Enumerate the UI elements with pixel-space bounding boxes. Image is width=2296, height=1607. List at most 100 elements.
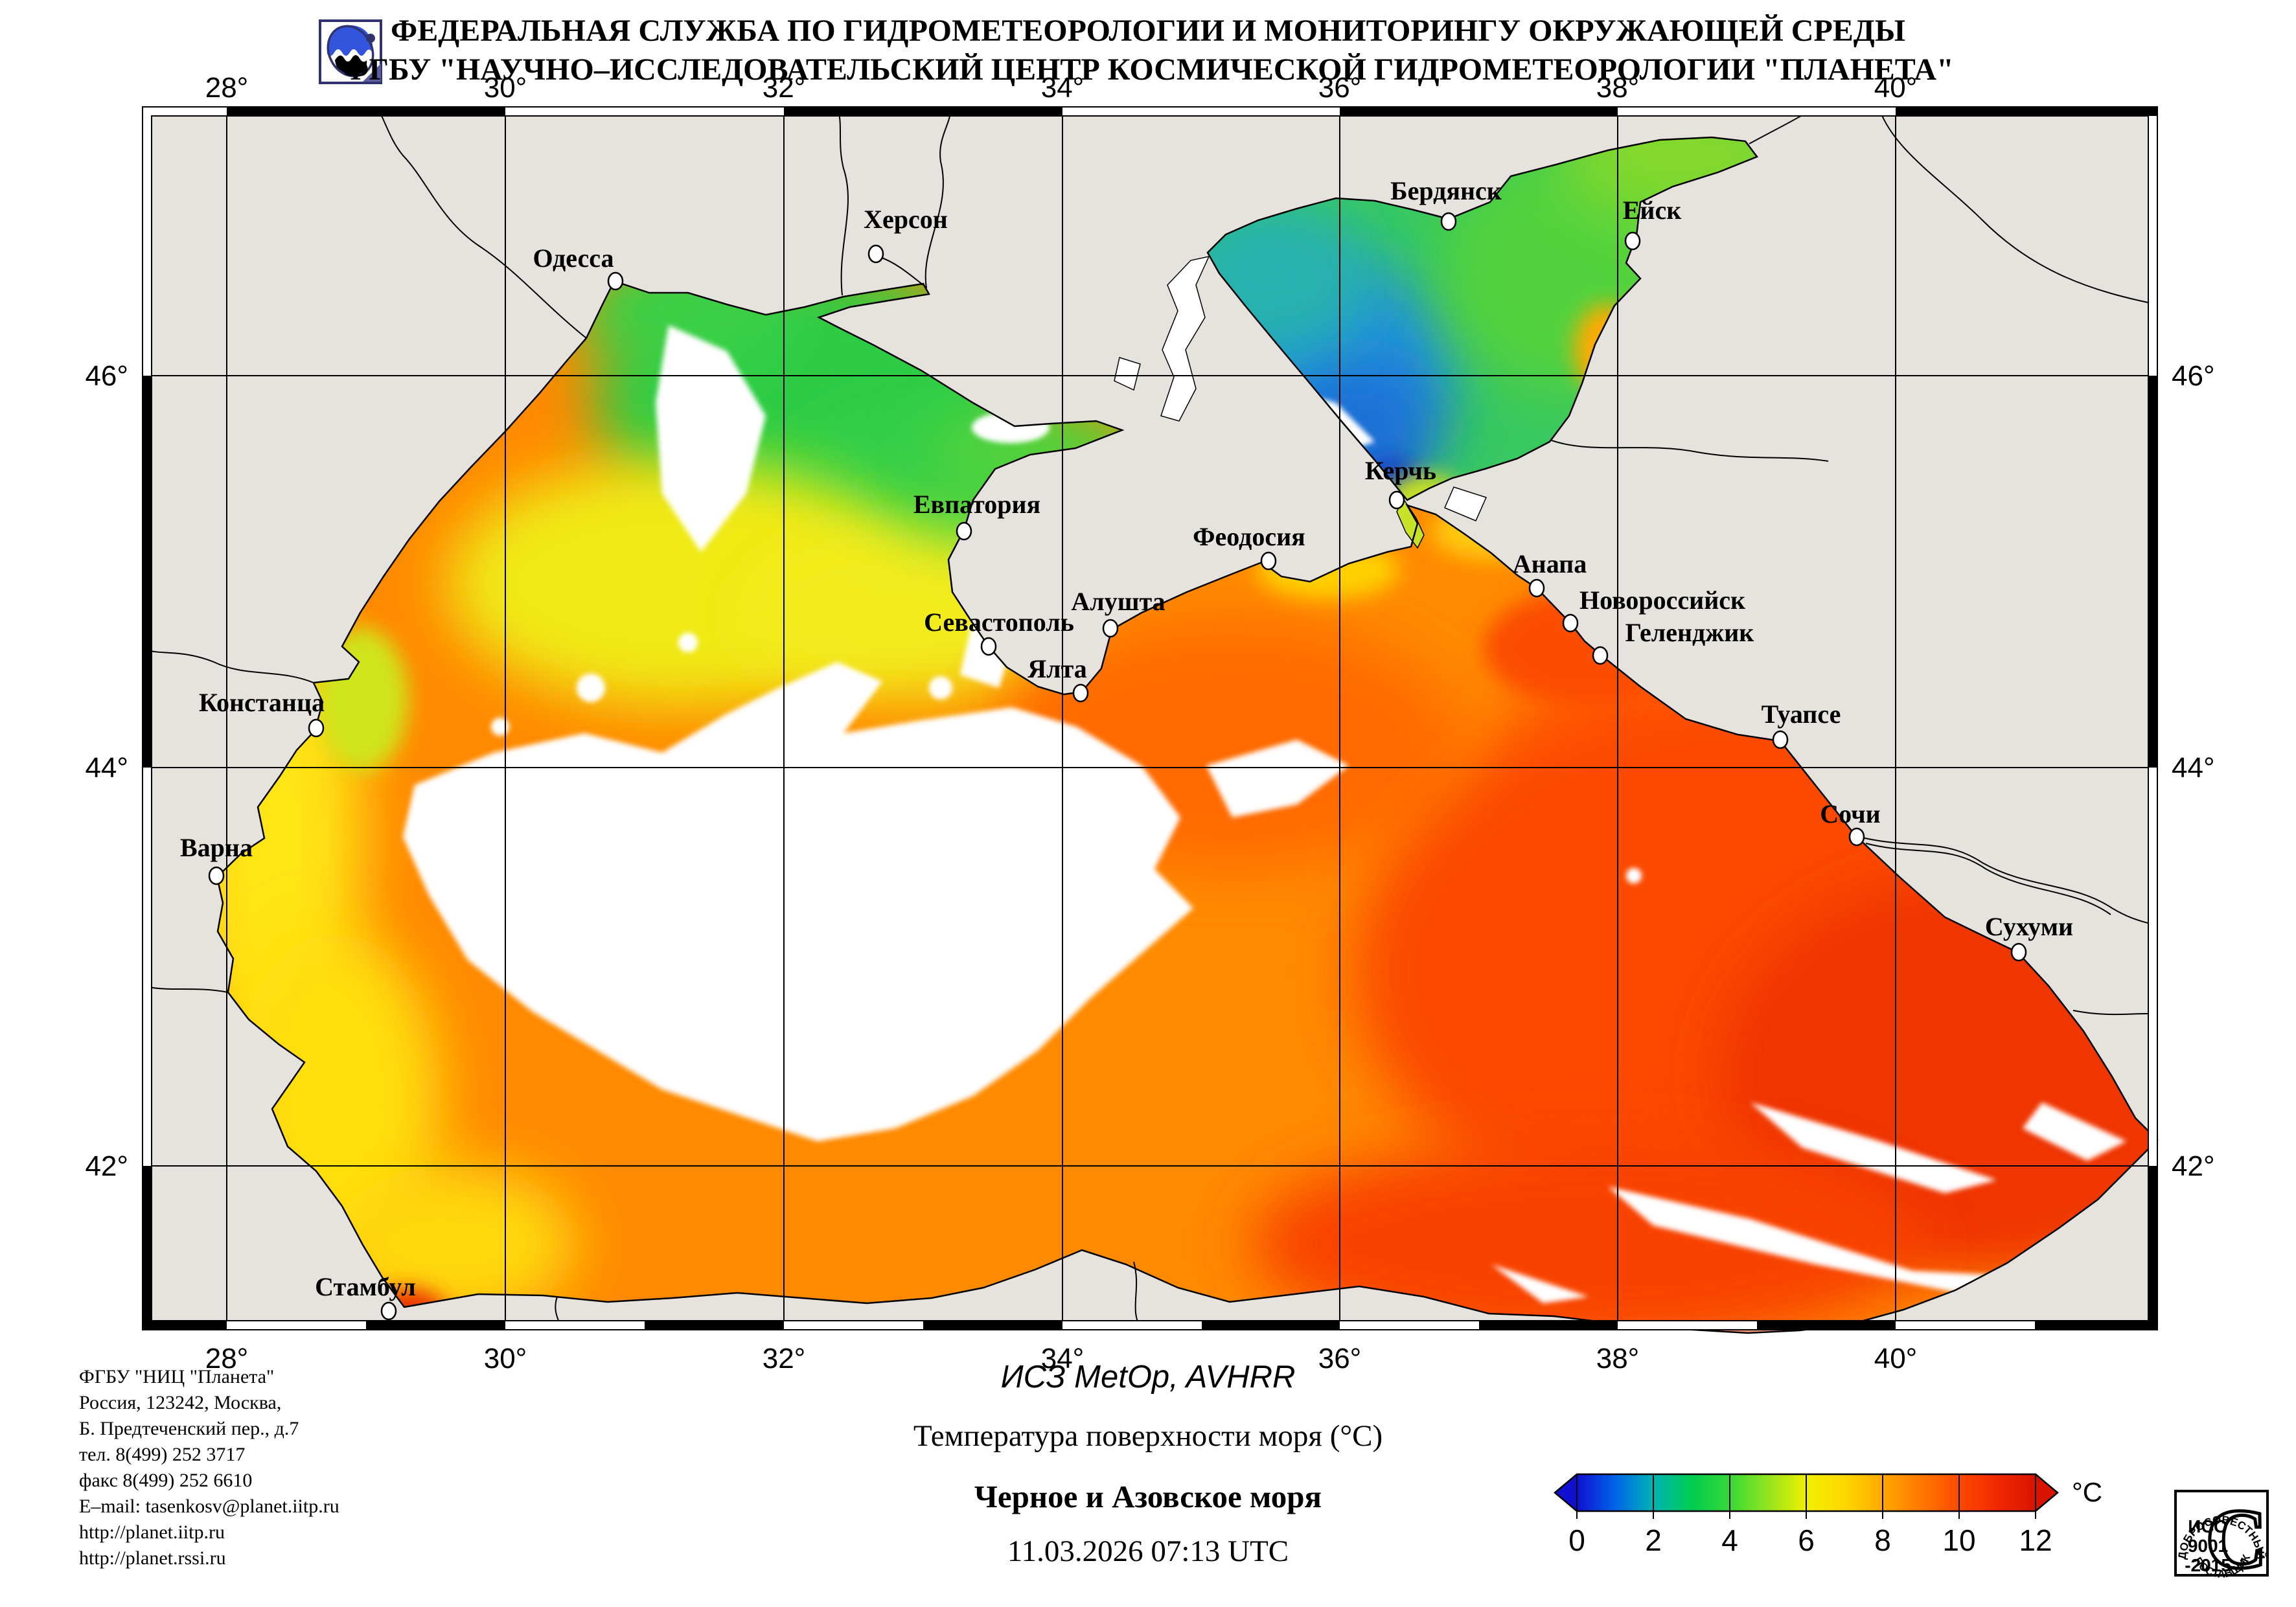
colorbar-right-arrow [2036, 1474, 2058, 1511]
city-label: Севастополь [924, 608, 1074, 637]
lon-label-top: 40° [1874, 72, 1918, 104]
footer-product-line: Температура поверхности моря (°C) [913, 1419, 1383, 1453]
city-label: Новороссийск [1579, 586, 1745, 615]
city-label: Алушта [1071, 587, 1165, 616]
org-address-line: Б. Предтеченский пер., д.7 [79, 1418, 299, 1439]
river-or-border-line [142, 648, 314, 683]
frame-black-segment-bottom [143, 1321, 227, 1330]
colorbar-unit-label: °C [2072, 1477, 2102, 1507]
river-or-border-line [878, 256, 924, 286]
colorbar-tick-label: 2 [1645, 1523, 1662, 1557]
graticule [143, 107, 2157, 1330]
river-or-border-line [1865, 843, 2111, 915]
lon-label-bottom: 38° [1596, 1343, 1640, 1374]
cloud-no-data [403, 662, 1193, 1141]
cloud-no-data [656, 325, 766, 552]
footer-region-line: Черное и Азовское моря [974, 1479, 1322, 1514]
lon-label-top: 28° [205, 72, 249, 104]
city-dot [1260, 551, 1277, 571]
lat-label-left: 42° [85, 1150, 128, 1182]
city-label: Сочи [1820, 799, 1880, 828]
city-dot [1072, 683, 1089, 703]
lat-label-left: 44° [85, 752, 128, 784]
header-title-line2: ФГБУ "НАУЧНО–ИССЛЕДОВАТЕЛЬСКИЙ ЦЕНТР КОС… [342, 52, 1954, 87]
cloud-no-data [1491, 1264, 1589, 1303]
city-label: Херсон [864, 205, 948, 234]
stamp-9001-line: 9001 [2188, 1536, 2228, 1556]
frame-black-segment-bottom [645, 1321, 784, 1330]
planeta-logo [319, 19, 382, 84]
city-label: Туапсе [1762, 700, 1841, 729]
city-dot [1562, 613, 1579, 633]
stamp-big-letter: С [2205, 1491, 2267, 1586]
colorbar-left-arrow [1555, 1474, 1577, 1511]
city-label: Евпатория [913, 490, 1040, 519]
lon-label-top: 36° [1318, 72, 1362, 104]
stamp-border [2174, 1490, 2269, 1577]
city-label: Геленджик [1625, 618, 1754, 647]
org-address-line: http://planet.iitp.ru [79, 1522, 225, 1543]
frame-black-segment-bottom [923, 1321, 1062, 1330]
frame-black-segment-top [784, 107, 1062, 116]
lon-label-bottom: 40° [1874, 1343, 1918, 1374]
city-annotations: Одесса Херсон Бердянск Ейск Керчь Евпатория Фе… [180, 176, 2073, 1321]
river-or-border-line [1878, 106, 2158, 305]
lon-label-top: 30° [484, 72, 527, 104]
org-address-line: Россия, 123242, Москва, [79, 1392, 282, 1413]
lon-label-bottom: 28° [205, 1343, 249, 1374]
city-dot [1772, 730, 1789, 749]
city-dot [308, 718, 325, 738]
frame-black-segment-bottom [366, 1321, 505, 1330]
cloud-no-data [1206, 740, 1349, 817]
colorbar-tick-label: 4 [1721, 1523, 1738, 1557]
cloud-no-data [1626, 868, 1642, 883]
frame-black-segment-bottom [1757, 1321, 1896, 1330]
lon-label-top: 32° [763, 72, 806, 104]
city-dot [380, 1301, 397, 1321]
frame-band [143, 107, 2157, 116]
black-sea-coastline [216, 280, 2159, 1334]
lon-label-bottom: 36° [1318, 1343, 1362, 1374]
cloud-no-data [960, 623, 1011, 688]
river-or-border-line [1551, 440, 1829, 462]
frame-black-segment-bottom [1479, 1321, 1618, 1330]
lon-label-top: 34° [1041, 72, 1085, 104]
colorbar-tick-label: 8 [1874, 1523, 1891, 1557]
city-label: Ейск [1623, 196, 1682, 225]
azov-coastline [1206, 136, 1758, 501]
cloud-no-data [1608, 1187, 2042, 1297]
frame-inner-line [151, 115, 2149, 1321]
frame-black-segment-right [2148, 1166, 2157, 1330]
city-label: Бердянск [1390, 176, 1502, 205]
city-label: Керчь [1365, 456, 1436, 485]
map-frame [142, 106, 2158, 1330]
lagoon [1160, 255, 1210, 422]
org-address-line: E–mail: tasenkosv@planet.iitp.ru [79, 1496, 339, 1517]
org-address-block: ФГБУ "НИЦ "Планета" Россия, 123242, Москв… [79, 1364, 339, 1571]
frame-black-segment-right [2148, 376, 2157, 768]
lon-label-bottom: 34° [1041, 1343, 1085, 1374]
frame-black-segment-top [1340, 107, 1618, 116]
frame-black-segment-top [227, 107, 505, 116]
frame-black-segment-bottom [1202, 1321, 1340, 1330]
city-label: Варна [180, 833, 253, 862]
header-title-line1: ФЕДЕРАЛЬНАЯ СЛУЖБА ПО ГИДРОМЕТЕОРОЛОГИИ … [391, 14, 1905, 48]
city-dot [956, 521, 972, 541]
cloud-no-data [678, 633, 698, 652]
frame-black-segment-bottom [2035, 1321, 2157, 1330]
org-address-line: факс 8(499) 252 6610 [79, 1470, 253, 1491]
frame-outer-line [142, 106, 2158, 1330]
colorbar-tick-label: 10 [1942, 1523, 1975, 1557]
lagoon [1444, 486, 1487, 521]
logo-satellite-dot [366, 34, 375, 43]
frame-black-segment-top [1896, 107, 2157, 116]
city-label: Констанца [199, 688, 325, 717]
cloud-no-data [577, 674, 605, 702]
colorbar-tick-label: 0 [1568, 1523, 1585, 1557]
cloud-no-data [1751, 1102, 1997, 1193]
city-dot [1624, 231, 1641, 251]
org-address-line: ФГБУ "НИЦ "Планета" [79, 1366, 275, 1387]
frame-black-segment-left [143, 1166, 152, 1330]
